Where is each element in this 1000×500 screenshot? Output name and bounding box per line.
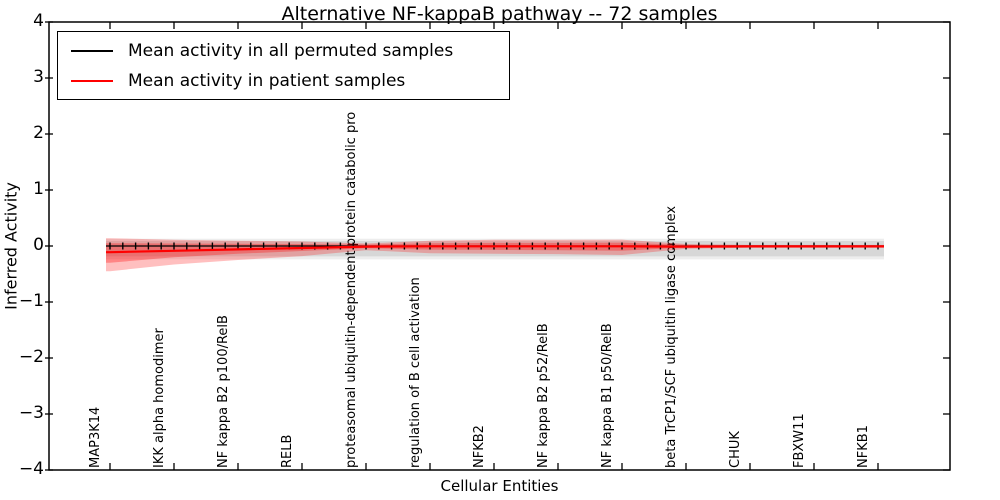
permuted-line-swatch — [71, 49, 113, 52]
y-tick-label: −3 — [18, 403, 44, 423]
y-tick-label: 2 — [33, 123, 44, 143]
permuted-range-inner-band — [106, 241, 884, 257]
legend-box: Mean activity in all permuted samples Me… — [57, 31, 510, 100]
y-tick-label: −1 — [18, 291, 44, 311]
y-tick-label: 1 — [33, 179, 44, 199]
y-tick-label: 4 — [33, 11, 44, 31]
y-tick-label: −4 — [18, 459, 44, 479]
permuted-range-outer-band — [106, 238, 884, 260]
chart-title: Alternative NF-kappaB pathway -- 72 samp… — [281, 3, 718, 25]
legend-label: Mean activity in patient samples — [128, 70, 406, 91]
patient-line-swatch — [71, 79, 113, 82]
patient-mean-line — [106, 245, 884, 254]
y-tick-label: 0 — [33, 235, 44, 255]
y-tick-label: 3 — [33, 67, 44, 87]
legend-entry-permuted: Mean activity in all permuted samples — [71, 41, 509, 61]
y-tick-label: −2 — [18, 347, 44, 367]
legend-entry-patient: Mean activity in patient samples — [71, 71, 509, 91]
x-axis-label: Cellular Entities — [440, 477, 559, 495]
legend-label: Mean activity in all permuted samples — [128, 40, 454, 61]
